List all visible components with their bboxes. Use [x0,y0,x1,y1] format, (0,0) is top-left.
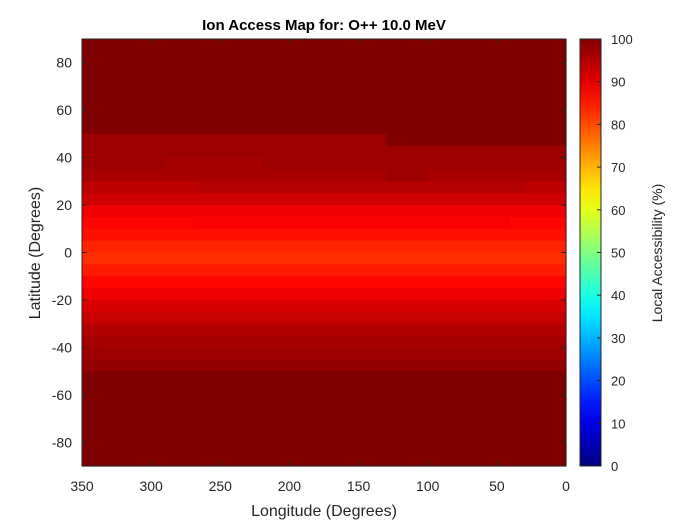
x-tick-label: 250 [209,478,233,494]
y-tick-label: -60 [52,387,72,403]
heatmap-cell [82,299,567,313]
heatmap-cell [82,145,567,159]
x-axis-ticks: 350 300 250 200 150 100 50 0 [70,39,570,494]
heatmap-cell [82,335,567,348]
colorbar-label: Local Accessibility (%) [649,184,665,323]
heatmap-cell [82,133,387,147]
heatmap-cell [82,323,567,337]
x-tick-label: 100 [416,478,440,494]
heatmap-cell [192,216,512,230]
heatmap-cell [82,157,166,171]
y-axis-ticks: 80 60 40 20 0 -20 -40 -60 -80 [52,55,566,450]
x-tick-label: 0 [562,478,570,494]
x-axis-label: Longitude (Degrees) [251,503,397,520]
heatmap-cell [82,288,567,301]
heatmap-cell [82,371,567,467]
colorbar-tick-label: 0 [611,459,618,474]
y-tick-label: -80 [52,434,72,450]
heatmap-cell [82,276,567,289]
y-tick-label: -40 [52,339,72,355]
heatmap-cell [386,133,567,147]
colorbar-tick-label: 40 [611,288,625,303]
colorbar-tick-label: 80 [611,117,625,132]
heatmap-cell [82,193,567,206]
heatmap-cell [386,169,429,182]
colorbar-tick-label: 100 [611,32,633,47]
heatmap-cell [82,216,194,230]
heatmap-cell [82,347,567,360]
heatmap-cell [510,216,567,230]
heatmap-cell [82,39,567,135]
y-tick-label: 20 [56,197,72,213]
x-tick-label: 50 [489,478,505,494]
heatmap-cells [82,39,567,467]
heatmap-cell [82,181,201,194]
colorbar-tick-label: 90 [611,75,625,90]
colorbar-tick-label: 10 [611,416,625,431]
heatmap-cell [82,228,567,242]
colorbar-tick-label: 20 [611,374,625,389]
heatmap-cell [82,264,567,277]
heatmap-cell [82,240,567,254]
y-tick-label: 0 [64,245,72,261]
y-tick-label: 60 [56,102,72,118]
y-tick-label: 80 [56,55,72,71]
colorbar-tick-label: 50 [611,246,625,261]
heatmap-cell [261,157,567,171]
x-tick-label: 150 [347,478,371,494]
y-tick-label: -20 [52,292,72,308]
heatmap-cell [164,157,263,171]
x-tick-label: 350 [70,478,94,494]
y-axis-label: Latitude (Degrees) [27,187,44,320]
heatmap-cell [82,205,567,218]
heatmap-cell [199,181,526,194]
heatmap-cell [82,311,567,325]
heatmap-cell [524,181,567,194]
x-tick-label: 200 [278,478,302,494]
colorbar-tick-label: 30 [611,331,625,346]
colorbar-tick-label: 60 [611,203,625,218]
heatmap-cell [82,359,567,372]
y-tick-label: 40 [56,150,72,166]
heatmap-cell [82,169,387,182]
heatmap-cell [427,169,567,182]
x-tick-label: 300 [139,478,163,494]
colorbar-tick-label: 70 [611,160,625,175]
heatmap-cell [82,252,567,265]
chart-title: Ion Access Map for: O++ 10.0 MeV [202,17,446,34]
